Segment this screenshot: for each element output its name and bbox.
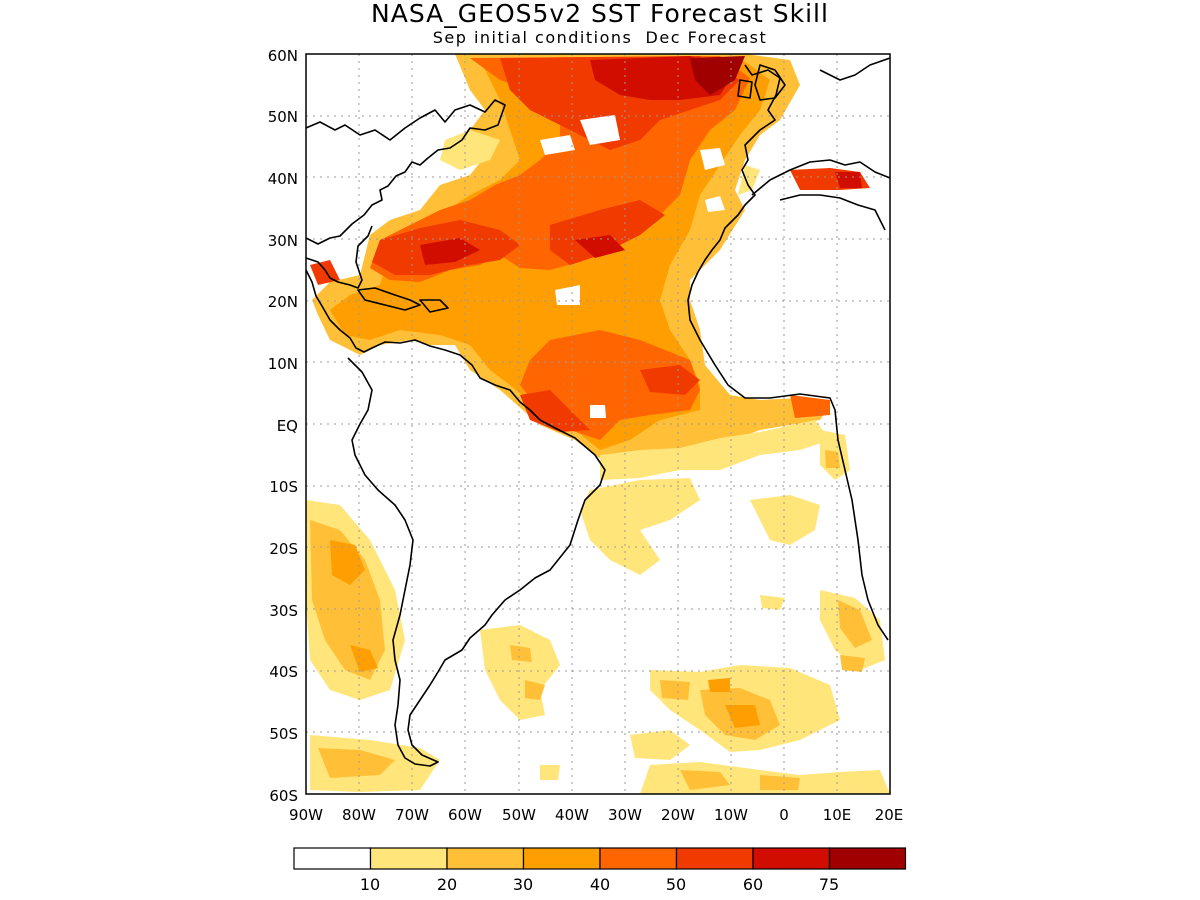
colorbar-label-10: 10	[360, 875, 380, 894]
lon-labels: 90W 80W 70W 60W 50W 40W 30W 20W 10W 0 10…	[289, 806, 903, 824]
coastline-south-america	[347, 339, 606, 767]
coastline-cuba	[357, 287, 421, 311]
coastline-mediterranean	[751, 159, 890, 231]
coastline-central-america	[306, 269, 373, 353]
lat-label-10s: 10S	[269, 478, 298, 496]
lat-label-eq: EQ	[277, 417, 298, 435]
skill-southern-patches	[306, 430, 890, 794]
lat-label-50s: 50S	[269, 725, 298, 743]
lon-label-80w: 80W	[342, 806, 376, 824]
lon-label-40w: 40W	[555, 806, 589, 824]
lat-label-30n: 30N	[268, 232, 298, 250]
colorbar-bin-3	[522, 847, 601, 870]
coastlines	[306, 57, 890, 767]
coastline-north-america	[306, 99, 506, 245]
lat-label-50n: 50N	[268, 108, 298, 126]
lat-label-20s: 20S	[269, 540, 298, 558]
coastline-north-america-gulf	[306, 225, 373, 289]
colorbar-bin-5	[675, 847, 754, 870]
colorbar-bin-2	[446, 847, 525, 870]
lon-label-20e: 20E	[875, 806, 904, 824]
colorbar-label-50: 50	[666, 875, 686, 894]
skill-region-max	[690, 56, 745, 95]
skill-region-pale-edges	[440, 130, 830, 480]
colorbar-label-30: 30	[513, 875, 533, 894]
lon-label-60w: 60W	[448, 806, 482, 824]
colorbar-bin-0	[293, 847, 372, 870]
lat-label-40n: 40N	[268, 170, 298, 188]
colorbar-label-60: 60	[743, 875, 763, 894]
lon-label-30w: 30W	[608, 806, 642, 824]
lat-labels: 60N 50N 40N 30N 20N 10N EQ 10S 20S 30S 4…	[268, 47, 298, 805]
map-subtitle: Sep initial conditions Dec Forecast	[432, 28, 768, 47]
colorbar-label-20: 20	[437, 875, 457, 894]
coastline-scandinavia	[819, 57, 890, 81]
colorbar-label-75: 75	[819, 875, 839, 894]
colorbar-bin-4	[599, 847, 678, 870]
lon-label-90w: 90W	[289, 806, 323, 824]
lat-label-20n: 20N	[268, 293, 298, 311]
map-title: NASA_GEOS5v2 SST Forecast Skill	[371, 0, 829, 28]
lon-label-20w: 20W	[661, 806, 695, 824]
colorbar-bin-6	[752, 847, 831, 870]
skill-region-peak	[420, 56, 862, 265]
coastline-british-isles	[737, 64, 786, 101]
lon-label-50w: 50W	[502, 806, 536, 824]
coastline-western-europe	[687, 64, 889, 641]
colorbar-label-40: 40	[590, 875, 610, 894]
map-grid	[306, 54, 890, 794]
lat-label-60s: 60S	[269, 787, 298, 805]
lon-label-0: 0	[779, 806, 789, 824]
coastline-hispaniola	[419, 299, 449, 313]
lon-label-10e: 10E	[823, 806, 852, 824]
colorbar: 10 20 30 40 50 60 75	[293, 847, 907, 894]
skill-contours	[306, 54, 890, 794]
lat-label-30s: 30S	[269, 602, 298, 620]
map-frame	[305, 53, 891, 795]
skill-holes-north	[540, 115, 725, 418]
colorbar-bin-7	[828, 847, 907, 870]
colorbar-bin-1	[369, 847, 448, 870]
lat-label-10n: 10N	[268, 355, 298, 373]
lat-label-60n: 60N	[268, 47, 298, 65]
lon-label-70w: 70W	[395, 806, 429, 824]
lon-label-10w: 10W	[714, 806, 748, 824]
lat-label-40s: 40S	[269, 663, 298, 681]
